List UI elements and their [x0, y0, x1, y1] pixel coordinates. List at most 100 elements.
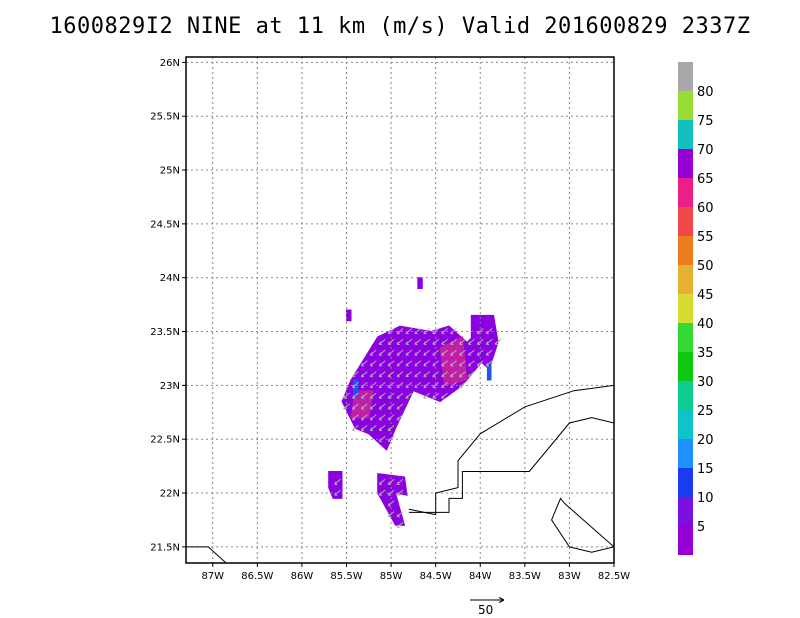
wind-arrow-icon	[476, 328, 484, 335]
y-tick-label: 25.5N	[150, 112, 180, 123]
wind-arrow-icon	[405, 360, 413, 367]
wind-region-main	[346, 309, 352, 322]
wind-arrow-icon	[334, 489, 341, 496]
wind-arrow-icon	[396, 360, 404, 367]
x-tick-label: 87W	[201, 571, 224, 582]
wind-arrow-icon	[441, 371, 448, 378]
wind-arrow-icon	[423, 338, 431, 345]
wind-arrow-icon	[396, 392, 404, 399]
wind-region-main	[417, 277, 423, 289]
x-tick-label: 83W	[558, 571, 581, 582]
x-tick-label: 84.5W	[420, 571, 452, 582]
wind-arrow-icon	[378, 425, 386, 432]
wind-arrow-icon	[378, 392, 386, 399]
grid-lines	[186, 57, 614, 563]
x-tick-label: 84W	[469, 571, 492, 582]
wind-arrow-icon	[351, 382, 359, 389]
wind-arrow-icon	[369, 403, 377, 410]
wind-arrow-icon	[360, 392, 368, 399]
wind-arrow-icon	[360, 371, 368, 378]
coastline	[408, 417, 614, 513]
wind-arrow-icon	[467, 338, 475, 345]
wind-region-blue	[486, 363, 492, 381]
wind-arrow-icon	[396, 403, 404, 410]
wind-arrow-icon	[458, 349, 466, 356]
x-tick-label: 85W	[380, 571, 403, 582]
colorbar-segment	[678, 91, 693, 120]
wind-arrow-icon	[423, 328, 431, 335]
wind-arrow-icon	[360, 414, 368, 421]
wind-arrow-icon	[334, 478, 341, 485]
colorbar-segment	[678, 439, 693, 468]
colorbar-label: 50	[697, 259, 714, 274]
colorbar-label: 30	[697, 375, 714, 390]
colorbar-label: 35	[697, 346, 714, 361]
colorbar-segment	[678, 149, 693, 178]
wind-arrow-icon	[351, 392, 359, 399]
wind-arrow-icon	[396, 511, 404, 518]
wind-arrow-icon	[405, 392, 413, 399]
wind-arrow-icon	[387, 338, 395, 345]
colorbar: 5 10 15 20 25 30 35 40 45 50 55 60 65 70 75 80	[678, 62, 714, 555]
wind-arrow-icon	[369, 371, 377, 378]
wind-arrow-icon	[441, 338, 448, 345]
colorbar-label: 80	[697, 85, 714, 100]
wind-arrow-icon	[405, 338, 413, 345]
wind-arrow-icon	[450, 371, 457, 378]
wind-arrow-icon	[378, 478, 386, 485]
y-tick-label: 25N	[160, 166, 180, 177]
wind-arrow-icon	[396, 338, 404, 345]
colorbar-segment	[678, 294, 693, 323]
colorbar-label: 10	[697, 491, 714, 506]
plot-frame	[185, 56, 615, 564]
wind-arrow-icon	[485, 360, 493, 367]
colorbar-label: 60	[697, 201, 714, 216]
wind-arrow-icon	[387, 403, 395, 410]
colorbar-segment	[678, 323, 693, 352]
wind-arrow-icon	[396, 349, 404, 356]
wind-arrow-icon	[414, 371, 422, 378]
wind-arrow-icon	[369, 425, 377, 432]
wind-arrow-icon	[351, 425, 359, 432]
wind-arrow-icon	[458, 360, 466, 367]
y-tick-label: 23N	[160, 381, 180, 392]
colorbar-segment	[678, 410, 693, 439]
x-tick-label: 85.5W	[330, 571, 362, 582]
wind-arrow-icon	[414, 349, 422, 356]
colorbar-label: 45	[697, 288, 714, 303]
y-tick-label: 21.5N	[150, 542, 180, 553]
colorbar-label: 20	[697, 433, 714, 448]
wind-arrow-icon	[467, 360, 475, 367]
wind-arrow-icon	[360, 360, 368, 367]
wind-arrow-icon	[360, 403, 368, 410]
wind-arrow-icon	[396, 489, 404, 496]
colorbar-segment	[678, 381, 693, 410]
y-axis-ticks: 26N 25.5N 25N 24.5N 24N 23.5N 23N 22.5N 22N 21.5N	[150, 58, 186, 553]
wind-arrow-icon	[369, 392, 377, 399]
wind-arrow-icon	[441, 349, 448, 356]
wind-arrow-icon	[450, 338, 457, 345]
y-tick-label: 23.5N	[150, 327, 180, 338]
y-tick-label: 22N	[160, 489, 180, 500]
wind-arrow-icon	[432, 328, 440, 335]
y-tick-label: 26N	[160, 58, 180, 69]
colorbar-label: 55	[697, 230, 714, 245]
colorbar-label: 75	[697, 114, 714, 129]
wind-region-main	[377, 473, 408, 526]
wind-arrow-icon	[387, 511, 395, 518]
wind-arrow-icon	[396, 478, 404, 485]
colorbar-label: 15	[697, 462, 714, 477]
colorbar-segment	[678, 62, 693, 91]
x-tick-label: 82.5W	[598, 571, 630, 582]
wind-arrow-icon	[369, 349, 377, 356]
wind-arrow-icon	[405, 349, 413, 356]
wind-arrow-icon	[432, 392, 440, 399]
wind-arrow-icon	[441, 360, 448, 367]
coastlines	[186, 384, 614, 563]
wind-arrow-icon	[441, 392, 448, 399]
wind-arrow-icon	[378, 371, 386, 378]
wind-arrow-icon	[396, 328, 404, 335]
wind-arrow-icon	[432, 338, 440, 345]
coastline	[408, 384, 614, 516]
